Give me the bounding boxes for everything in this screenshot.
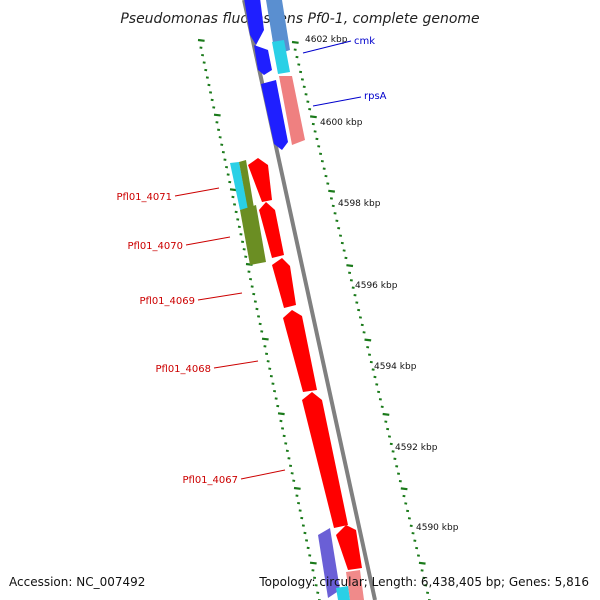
genome-summary-text: Topology: circular; Length: 6,438,405 bp… xyxy=(258,575,589,589)
major-tick xyxy=(310,115,317,119)
reverse-gene-feature[interactable] xyxy=(272,258,296,308)
reverse-gene-feature[interactable] xyxy=(279,76,305,145)
label-leader-line xyxy=(312,96,362,107)
reverse-gene-feature[interactable] xyxy=(346,570,364,600)
scale-label: 4596 kbp xyxy=(355,281,398,291)
major-tick xyxy=(309,561,317,565)
accession-text: Accession: NC_007492 xyxy=(9,575,145,589)
major-tick xyxy=(291,40,299,44)
major-tick xyxy=(328,189,335,193)
reverse-gene-feature[interactable] xyxy=(283,310,317,392)
label-leader-line xyxy=(197,292,243,301)
major-tick xyxy=(418,561,426,565)
feature-track xyxy=(230,0,364,600)
major-tick xyxy=(277,412,285,416)
gene-label-Pfl01_4069[interactable]: Pfl01_4069 xyxy=(139,296,195,307)
major-tick xyxy=(346,264,354,268)
gene-label-group[interactable]: rpsA xyxy=(312,91,387,107)
forward-gene-feature[interactable] xyxy=(254,45,272,75)
rna-gene-feature[interactable] xyxy=(230,162,248,210)
scale-label: 4600 kbp xyxy=(320,118,363,128)
gene-label-Pfl01_4071[interactable]: Pfl01_4071 xyxy=(116,192,172,203)
major-tick xyxy=(293,486,301,490)
scale-label: 4602 kbp xyxy=(305,35,348,45)
gene-label-group[interactable]: cmk xyxy=(302,36,375,54)
major-tick xyxy=(197,38,205,42)
scale-label: 4590 kbp xyxy=(416,523,459,533)
rna-gene-feature[interactable] xyxy=(272,40,290,74)
map-title: Pseudomonas fluorescens Pf0-1, complete … xyxy=(120,11,479,27)
gene-label-Pfl01_4070[interactable]: Pfl01_4070 xyxy=(127,241,183,252)
major-tick xyxy=(229,188,237,192)
label-leader-line xyxy=(240,469,286,480)
inner-tick-track xyxy=(291,40,431,600)
major-tick xyxy=(400,487,408,491)
scale-label: 4592 kbp xyxy=(395,443,438,453)
forward-gene-feature[interactable] xyxy=(318,528,340,598)
label-leader-line xyxy=(213,360,259,369)
gene-label-group[interactable]: Pfl01_4071 xyxy=(116,187,220,203)
reverse-gene-feature[interactable] xyxy=(336,525,362,570)
gene-feature[interactable] xyxy=(239,160,254,210)
gene-label-Pfl01_4067[interactable]: Pfl01_4067 xyxy=(182,475,238,486)
gene-label-Pfl01_4068[interactable]: Pfl01_4068 xyxy=(155,364,211,375)
forward-gene-feature[interactable] xyxy=(261,80,288,150)
gene-feature[interactable] xyxy=(240,205,266,265)
major-tick xyxy=(213,113,221,117)
gene-label-group[interactable]: Pfl01_4070 xyxy=(127,236,231,252)
scale-label: 4598 kbp xyxy=(338,199,381,209)
gene-label-cmk[interactable]: cmk xyxy=(354,36,375,47)
major-tick xyxy=(364,338,372,342)
reverse-gene-feature[interactable] xyxy=(259,202,284,258)
label-leader-line xyxy=(302,40,352,54)
label-leader-line xyxy=(185,236,231,246)
gene-label-group[interactable]: Pfl01_4068 xyxy=(155,360,259,375)
major-tick xyxy=(261,337,269,341)
gene-label-rpsA[interactable]: rpsA xyxy=(364,91,387,102)
reverse-gene-feature[interactable] xyxy=(302,392,348,528)
outer-tick-track xyxy=(197,38,321,600)
major-tick xyxy=(382,412,390,416)
rna-gene-feature[interactable] xyxy=(336,586,350,600)
forward-gene-feature[interactable] xyxy=(244,0,264,45)
reverse-gene-feature[interactable] xyxy=(248,158,272,202)
scale-label: 4594 kbp xyxy=(374,362,417,372)
label-leader-line xyxy=(174,187,220,197)
gene-label-group[interactable]: Pfl01_4069 xyxy=(139,292,243,307)
gene-label-group[interactable]: Pfl01_4067 xyxy=(182,469,286,486)
